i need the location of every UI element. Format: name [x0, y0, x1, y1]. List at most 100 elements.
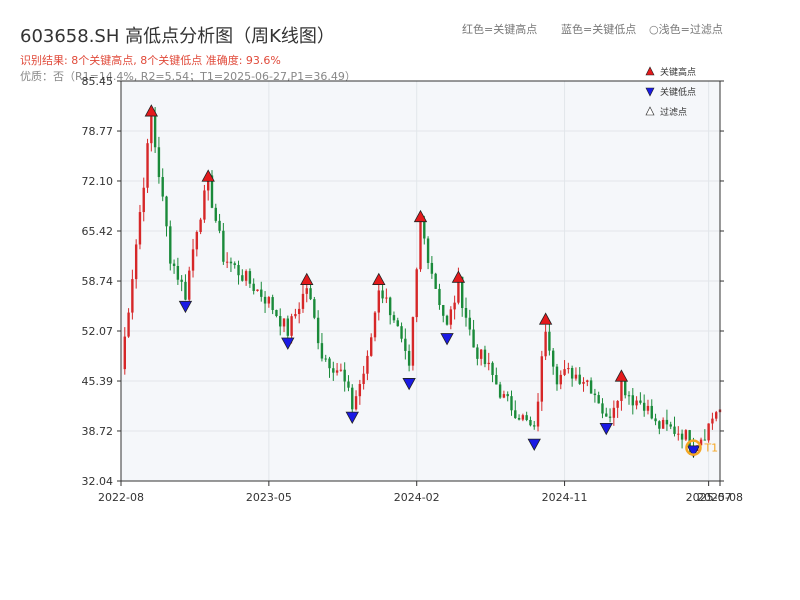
candle-body: [544, 331, 547, 357]
candle-body: [684, 430, 688, 440]
candle-body: [563, 369, 566, 375]
candle-body: [347, 381, 350, 388]
candle-body: [442, 305, 445, 316]
candle-body: [244, 271, 248, 281]
candle-body: [138, 212, 142, 245]
candle-body: [449, 309, 453, 325]
candle-body: [373, 312, 377, 338]
candle-body: [510, 396, 513, 411]
candle-body: [677, 433, 680, 435]
recognition-summary: 识别结果: 8个关键高点, 8个关键低点 准确度: 93.6%: [20, 54, 281, 67]
candle-body: [601, 403, 604, 414]
candle-body: [586, 380, 589, 382]
candle-body: [680, 433, 684, 440]
candle-body: [248, 271, 252, 284]
candle-body: [180, 279, 183, 282]
candle-body: [624, 381, 627, 396]
y-tick-label: 38.72: [82, 425, 114, 438]
candle-body: [309, 288, 312, 300]
candle-body: [472, 329, 475, 348]
candle-body: [316, 317, 320, 344]
candle-body: [669, 424, 672, 427]
candle-body: [282, 318, 286, 327]
candle-body: [661, 419, 665, 429]
candle-body: [635, 400, 638, 406]
candle-body: [506, 394, 509, 397]
legend-low-label: 关键低点: [660, 86, 696, 98]
candle-body: [711, 418, 714, 424]
candle-body: [172, 263, 176, 267]
candle-body: [540, 356, 544, 402]
candle-body: [415, 269, 418, 318]
candle-body: [324, 358, 327, 360]
candle-body: [567, 367, 570, 370]
candle-body: [339, 369, 343, 371]
candle-body: [479, 349, 483, 359]
candle-body: [597, 395, 600, 404]
candle-body: [582, 381, 585, 384]
candle-body: [593, 393, 597, 396]
candle-body: [188, 270, 191, 300]
candle-body: [461, 276, 464, 308]
candle-body: [297, 308, 301, 315]
candle-body: [559, 374, 562, 385]
candle-body: [214, 207, 217, 221]
candle-body: [362, 373, 365, 385]
candle-body: [498, 384, 502, 398]
key-high-marker: [300, 272, 314, 285]
candle-body: [206, 175, 210, 191]
candle-body: [377, 290, 380, 313]
candle-body: [525, 415, 528, 421]
key-low-marker: [345, 411, 359, 424]
key-high-marker: [372, 272, 386, 285]
candle-body: [438, 288, 441, 306]
key-point-markers: T1: [144, 104, 718, 458]
key-high-marker: [201, 169, 215, 182]
candle-body: [487, 362, 490, 365]
candle-body: [555, 366, 559, 385]
candle-body: [169, 226, 172, 264]
legend-filtered-label: 过滤点: [660, 106, 687, 118]
candle-body: [176, 266, 180, 280]
candle-body: [313, 299, 316, 318]
candle-body: [332, 368, 335, 373]
quality-summary: 优质：否（R1=14.4%, R2=5.54；T1=2025-06-27,P1=…: [20, 70, 356, 83]
candle-body: [533, 425, 536, 427]
key-low-marker: [402, 378, 416, 391]
candle-body: [381, 290, 384, 299]
candle-body: [404, 338, 407, 351]
candle-body: [301, 293, 305, 309]
y-tick-label: 72.10: [82, 175, 114, 188]
legend-filtered-icon: [645, 106, 655, 116]
candle-body: [495, 375, 498, 385]
candle-body: [707, 423, 710, 441]
candle-body: [252, 283, 255, 291]
candle-body: [517, 417, 521, 420]
candle-body: [275, 309, 278, 317]
x-tick-label: 2022-08: [98, 491, 144, 504]
y-tick-label: 78.77: [82, 125, 114, 138]
candle-body: [229, 261, 233, 264]
candle-body: [366, 355, 369, 374]
candle-body: [225, 261, 229, 263]
candle-body: [400, 326, 403, 339]
key-low-marker: [440, 333, 454, 346]
candle-body: [476, 347, 479, 359]
candle-body: [161, 177, 164, 197]
candle-body: [210, 175, 214, 208]
candle-body: [392, 315, 396, 321]
candle-body: [358, 384, 362, 397]
candle-body: [658, 421, 661, 429]
candle-body: [256, 289, 259, 291]
candle-body: [195, 232, 199, 250]
candle-body: [411, 317, 415, 366]
candle-body: [150, 116, 153, 144]
y-tick-label: 65.42: [82, 225, 114, 238]
candle-body: [703, 439, 707, 441]
candle-body: [514, 410, 517, 418]
candle-body: [191, 249, 195, 271]
y-tick-label: 52.07: [82, 325, 114, 338]
candle-body: [407, 350, 411, 366]
key-high-marker: [538, 312, 553, 325]
candle-body: [605, 413, 608, 417]
